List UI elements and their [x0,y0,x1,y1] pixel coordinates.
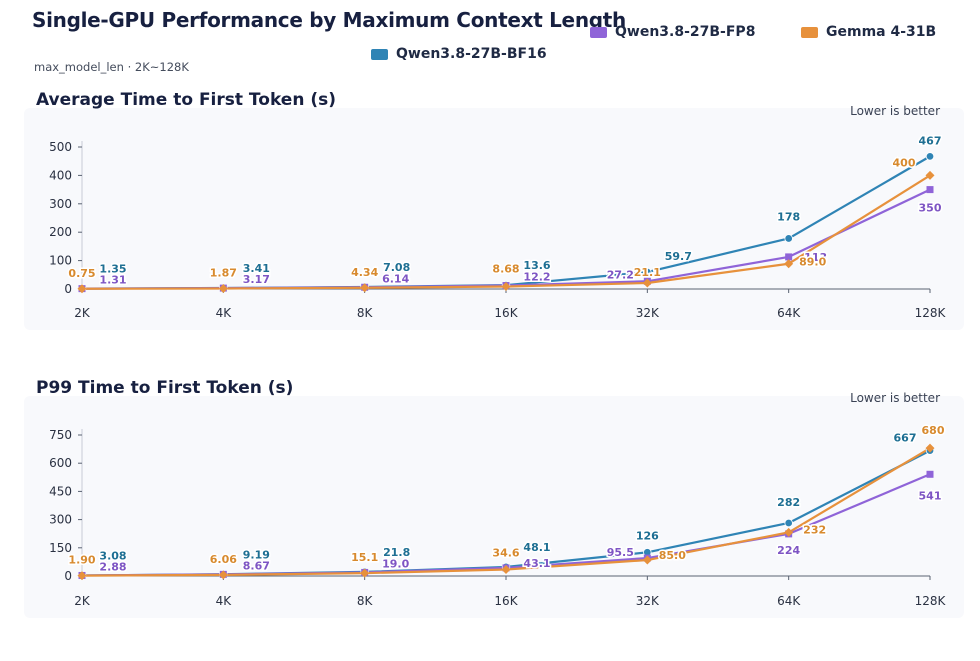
chart-note-avg-ttft: Lower is better [850,104,940,118]
page-title: Single-GPU Performance by Maximum Contex… [32,8,626,32]
page-subtitle: max_model_len · 2K~128K [34,60,189,74]
legend-item-qwen-bf16[interactable]: Qwen3.8-27B-BF16 [371,46,547,62]
chart-note-p99-ttft: Lower is better [850,391,940,405]
chart-panel-avg-ttft [24,108,964,330]
legend-label-qwen-fp8: Qwen3.8-27B-FP8 [615,24,756,40]
legend-label-qwen-bf16: Qwen3.8-27B-BF16 [396,46,547,62]
legend-label-gemma: Gemma 4-31B [826,24,937,40]
legend-swatch-qwen-bf16 [371,48,388,60]
legend-swatch-gemma [801,26,818,38]
chart-panel-p99-ttft [24,396,964,618]
chart-title-p99-ttft: P99 Time to First Token (s) [36,378,294,398]
legend-item-qwen-fp8[interactable]: Qwen3.8-27B-FP8 [590,24,755,40]
legend-item-gemma[interactable]: Gemma 4-31B [801,24,936,40]
chart-title-avg-ttft: Average Time to First Token (s) [36,90,337,110]
legend-swatch-qwen-fp8 [590,26,607,38]
